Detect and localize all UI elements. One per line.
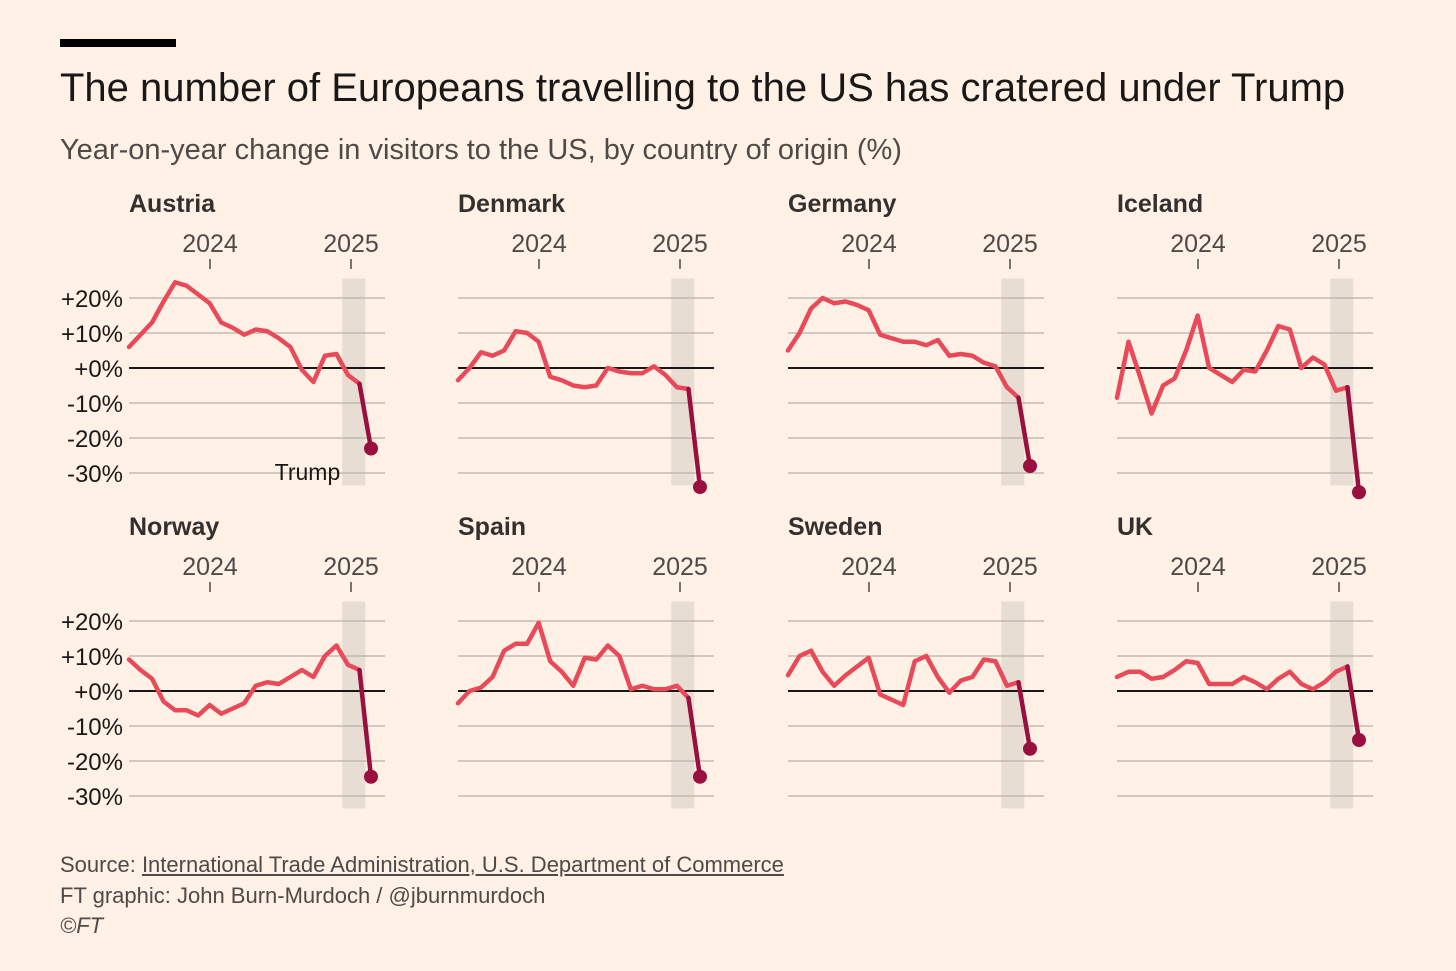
x-tick-label: 2024 [511,230,567,258]
shaded-region [1001,278,1025,486]
x-tick-label: 2024 [182,553,238,581]
series-line [126,643,362,718]
y-tick-label: +10% [61,321,123,348]
series-line [455,329,691,392]
series-line [785,648,1021,708]
trump-segment [1016,395,1033,469]
chart-subtitle: Year-on-year change in visitors to the U… [60,134,902,166]
trump-segment [1016,680,1033,751]
chart-title: The number of Europeans travelling to th… [60,66,1346,110]
shaded-region [342,601,366,809]
x-tick-label: 2025 [323,230,379,258]
shaded-region [671,278,695,486]
latest-point [364,769,378,784]
panel-denmark: Denmark 2024 2025 [455,190,714,494]
panel-austria: +20% +10% +0% -10% -20% -30% Austria 2024 2025 Tr… [61,190,385,488]
y-tick-label: +0% [74,679,123,706]
trump-segment [686,695,703,779]
x-tick-label: 2024 [511,553,567,581]
source-prefix: Source: [60,852,142,877]
y-tick-label: -20% [67,426,123,453]
shaded-region [1001,601,1025,809]
panel-title: UK [1117,513,1153,541]
panel-title: Germany [788,190,896,218]
panel-title: Spain [458,513,526,541]
panel-title: Sweden [788,513,882,541]
trump-segment [686,386,703,490]
x-tick-label: 2025 [652,553,708,581]
x-tick-label: 2024 [841,553,897,581]
y-tick-label: +20% [61,286,123,313]
x-tick-label: 2025 [652,230,708,258]
latest-point [1352,733,1366,747]
y-tick-label: +0% [74,356,123,383]
x-tick-label: 2025 [982,553,1038,581]
source-link[interactable]: International Trade Administration, U.S.… [141,852,784,877]
latest-point [693,769,707,784]
y-tick-label: +10% [61,644,123,671]
y-tick-label: -30% [67,784,123,811]
x-tick-label: 2024 [182,230,238,258]
trump-segment [357,381,374,451]
panel-title: Denmark [458,190,565,218]
y-tick-label: -10% [67,391,123,418]
panel-spain: Spain 2024 2025 [455,513,714,809]
x-tick-label: 2024 [1170,230,1226,258]
latest-point [1023,459,1037,473]
panel-title: Austria [129,190,216,218]
series-line [1114,313,1350,416]
trump-segment [1345,664,1362,743]
y-tick-label: -30% [67,461,123,488]
panel-iceland: Iceland 2024 2025 [1114,190,1373,500]
shaded-region [671,601,695,809]
latest-point [1352,485,1366,500]
title-accent-bar [60,39,176,47]
y-tick-label: -10% [67,714,123,741]
latest-point [693,480,707,494]
x-tick-label: 2025 [1311,553,1367,581]
panel-title: Iceland [1117,190,1203,218]
source-line: Source: International Trade Administrati… [60,852,784,878]
trump-annotation: Trump [275,459,341,485]
y-tick-label: -20% [67,749,123,776]
shaded-region [1330,601,1354,809]
x-tick-label: 2025 [982,230,1038,258]
copyright: ©FT [60,913,104,938]
credit-line: FT graphic: John Burn-Murdoch / @jburnmu… [60,883,546,908]
series-line [785,295,1021,400]
x-tick-label: 2025 [323,553,379,581]
x-tick-label: 2024 [1170,553,1226,581]
panel-uk: UK 2024 2025 [1114,513,1373,809]
series-line [126,280,362,386]
trump-segment [357,667,374,779]
panel-germany: Germany 2024 2025 [785,190,1044,486]
shaded-region [1330,278,1354,486]
trump-segment [1345,385,1362,495]
series-line [455,620,691,706]
latest-point [364,441,378,456]
latest-point [1023,741,1037,756]
x-tick-label: 2025 [1311,230,1367,258]
y-tick-label: +20% [61,609,123,636]
panel-sweden: Sweden 2024 2025 [785,513,1044,809]
series-line [1114,659,1350,692]
x-tick-label: 2024 [841,230,897,258]
panel-title: Norway [129,513,219,541]
panel-norway: +20% +10% +0% -10% -20% -30% Norway 2024 2025 [61,513,385,811]
